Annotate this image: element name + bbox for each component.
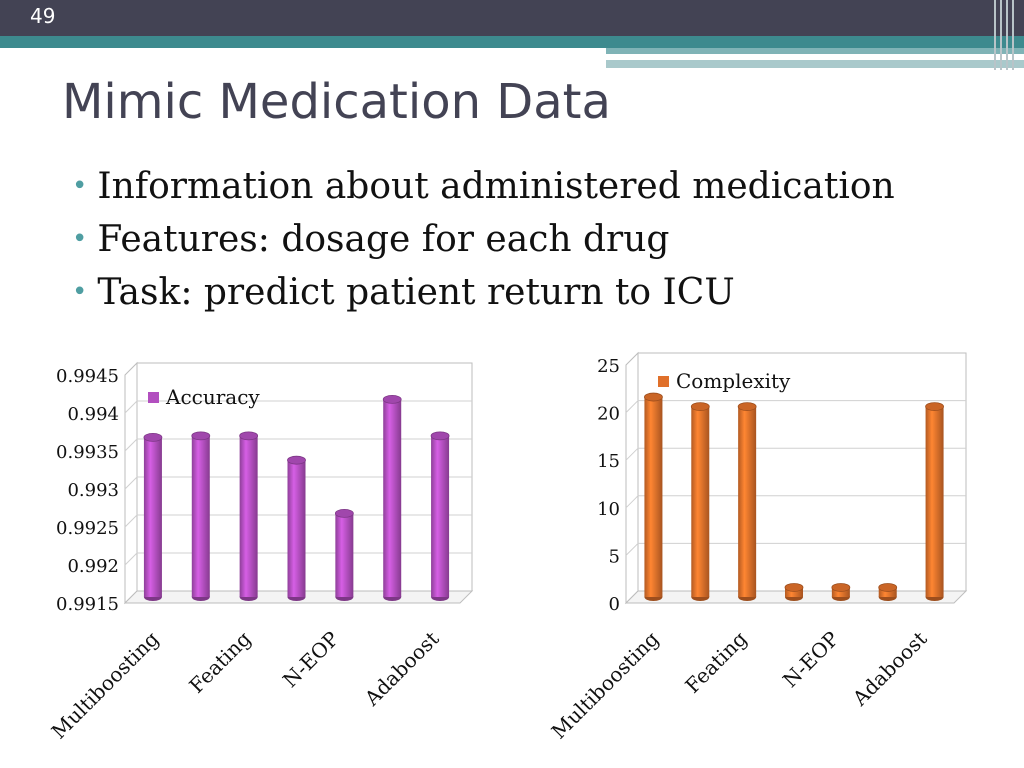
x-tick-label: Multiboosting: [547, 626, 664, 743]
y-tick-label: 10: [597, 499, 620, 520]
bar-top: [382, 394, 402, 404]
bar: [785, 587, 803, 597]
bar: [431, 435, 450, 597]
bar-top: [334, 509, 354, 518]
bar: [644, 397, 663, 597]
bar-top: [690, 402, 710, 412]
decorative-lines: [990, 0, 1024, 70]
legend-swatch: [658, 376, 669, 387]
bullet-icon: •: [72, 171, 88, 201]
accent-bar-highlight: [830, 56, 950, 59]
bar-top: [784, 583, 804, 592]
bar: [383, 399, 402, 597]
x-tick-label: Feating: [680, 626, 751, 697]
bullet-item: • Features: dosage for each drug: [72, 213, 895, 266]
accent-bar-tertiary: [606, 60, 1024, 68]
page-number: 49: [30, 4, 56, 28]
accent-bar-secondary: [606, 48, 1024, 54]
y-tick-label: 0.9925: [56, 518, 119, 539]
legend-label: Accuracy: [165, 385, 260, 409]
y-tick-label: 0.9945: [56, 366, 119, 387]
gridline: [625, 542, 966, 556]
bar: [925, 406, 944, 597]
gridline: [625, 447, 966, 461]
gridline: [625, 400, 966, 413]
bar-top: [644, 392, 663, 402]
bar-top: [430, 431, 450, 441]
bullet-item: • Information about administered medicati…: [72, 160, 895, 213]
y-tick-label: 15: [597, 451, 620, 472]
bar-top: [143, 432, 163, 442]
chart-side-wall: [625, 351, 639, 605]
y-tick-label: 0.9935: [56, 442, 119, 463]
bar: [831, 587, 850, 597]
y-tick-label: 5: [609, 546, 620, 567]
bar-top: [287, 455, 306, 465]
bar-top: [239, 431, 259, 441]
y-tick-label: 0.994: [67, 404, 119, 425]
gridline: [124, 552, 472, 566]
legend-label: Complexity: [676, 369, 791, 393]
bar: [143, 437, 162, 597]
gridline: [124, 476, 472, 490]
header-bar: [0, 0, 1024, 36]
x-tick-label: N-EOP: [778, 627, 844, 693]
gridline: [124, 400, 472, 414]
gridline: [625, 495, 966, 509]
bar-top: [925, 402, 944, 412]
y-tick-label: 25: [597, 356, 620, 377]
bar: [691, 406, 710, 597]
y-tick-label: 0.992: [67, 556, 119, 577]
bar-top: [737, 402, 757, 412]
y-tick-label: 0.9915: [56, 594, 119, 615]
bullet-text: Task: predict patient return to ICU: [97, 272, 735, 313]
bullet-list: • Information about administered medicati…: [72, 160, 895, 319]
bar: [287, 460, 306, 597]
bar: [335, 513, 354, 597]
slide-title: Mimic Medication Data: [62, 74, 611, 130]
y-tick-label: 0.993: [67, 480, 119, 501]
legend-swatch: [148, 392, 159, 403]
y-tick-label: 0: [609, 594, 620, 615]
bar: [738, 406, 757, 597]
y-tick-label: 20: [597, 404, 620, 425]
bar-top: [878, 583, 898, 592]
bar-top: [191, 431, 211, 441]
gridline: [124, 438, 472, 452]
bar: [878, 587, 897, 597]
bullet-text: Features: dosage for each drug: [97, 219, 670, 260]
bar-top: [831, 583, 851, 592]
gridline: [124, 514, 472, 528]
bar: [239, 435, 258, 597]
bullet-text: Information about administered medicatio…: [97, 166, 895, 207]
bullet-icon: •: [72, 277, 88, 307]
x-tick-label: Adaboost: [847, 627, 931, 711]
bullet-icon: •: [72, 224, 88, 254]
accent-bar: [0, 36, 1024, 48]
bullet-item: • Task: predict patient return to ICU: [72, 266, 895, 319]
bar: [191, 435, 210, 597]
